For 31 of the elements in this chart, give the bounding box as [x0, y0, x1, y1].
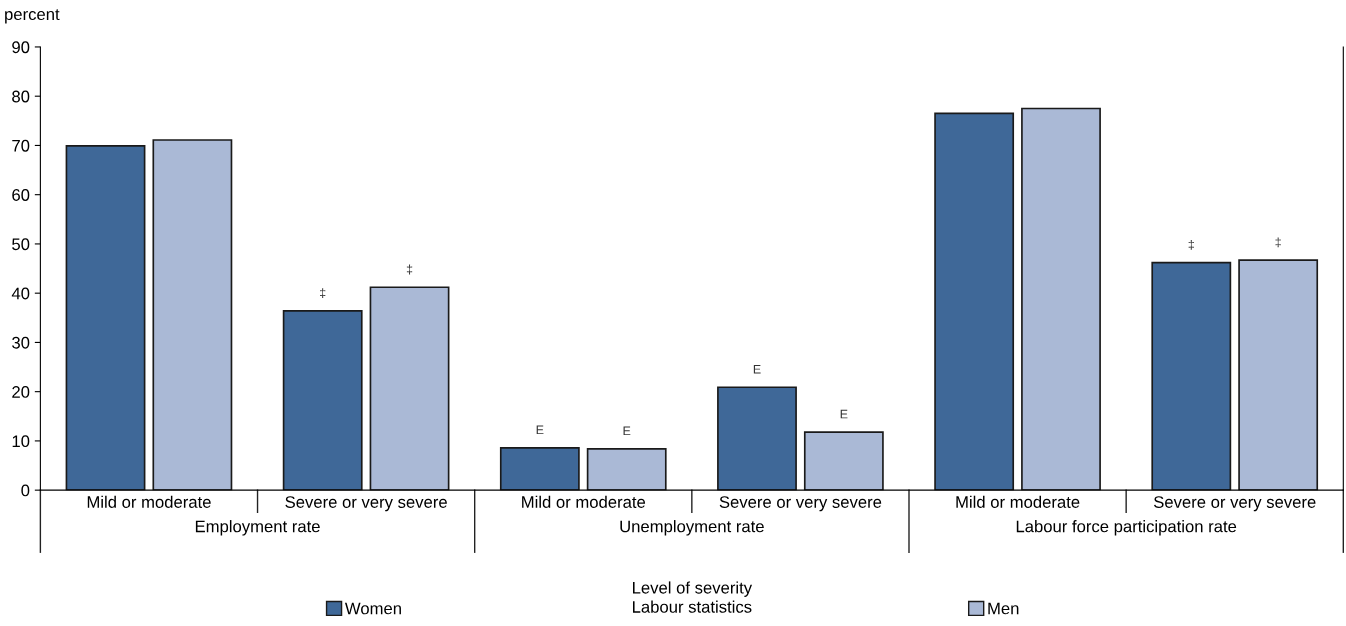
data-label: E [840, 409, 848, 419]
y-tick-label: 20 [12, 386, 30, 398]
text: Labour force participation rate [1016, 520, 1237, 536]
y-tick-label: 0 [21, 484, 30, 497]
y-tick-label: 60 [12, 189, 30, 201]
x-axis-title: Level of severity Labour statistics [633, 581, 753, 613]
data-label: E [536, 425, 544, 435]
text: Employment rate [195, 520, 320, 536]
y-tick-label: 90 [12, 41, 30, 54]
text: Unemployment rate [620, 520, 764, 536]
legend-label: Women [344, 602, 401, 615]
y-axis-title: percent [5, 9, 60, 24]
x-tick-label: Mild or moderate [522, 495, 646, 508]
x-tick-label: Mild or moderate [956, 495, 1080, 508]
legend-label: Men [988, 602, 1019, 615]
x-tick-label: Severe or very severe [719, 496, 882, 512]
data-label: ‡ [1188, 239, 1194, 250]
y-tick-label: 30 [12, 336, 30, 349]
data-label: ‡ [1275, 237, 1281, 248]
x-tick-label: Severe or very severe [285, 496, 447, 512]
data-label: ‡ [320, 288, 326, 299]
y-tick-label: 10 [12, 435, 30, 448]
y-tick-label: 50 [12, 238, 30, 251]
data-label: E [753, 364, 761, 374]
data-label: ‡ [406, 264, 413, 275]
x-tick-label: Severe or very severe [1153, 496, 1316, 512]
y-tick-label: 70 [12, 139, 30, 152]
data-label: E [623, 426, 631, 436]
y-tick-label: 80 [12, 90, 30, 103]
y-tick-label: 40 [11, 287, 30, 300]
x-tick-label: Mild or moderate [87, 495, 211, 508]
